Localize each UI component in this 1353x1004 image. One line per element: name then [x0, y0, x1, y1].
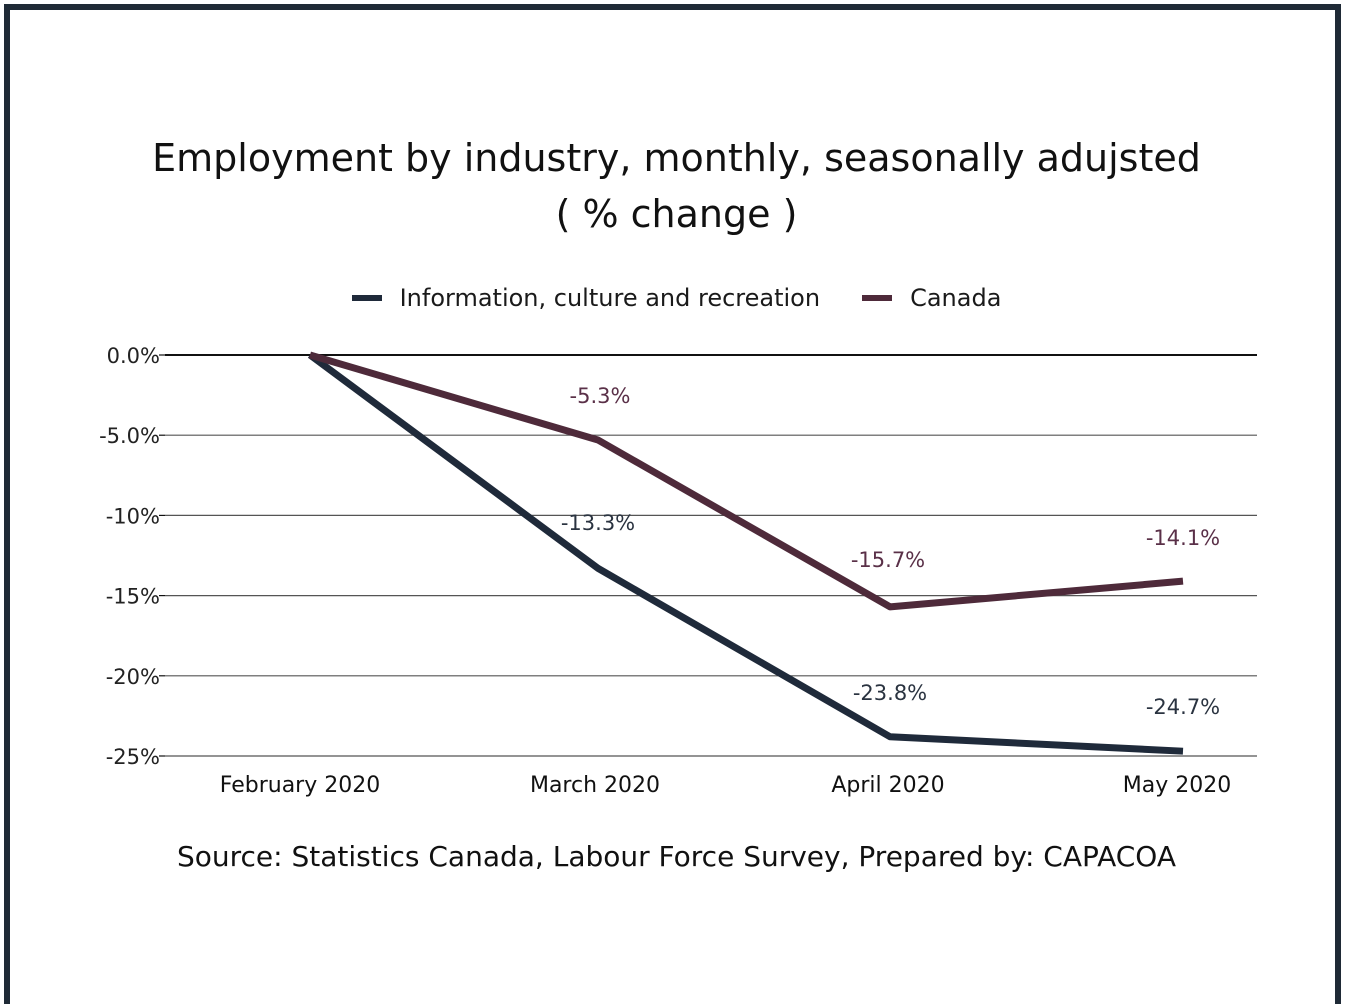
chart-title: Employment by industry, monthly, seasona… — [152, 136, 1201, 180]
data-label-canada: -14.1% — [1146, 526, 1220, 550]
y-tick-label: 0.0% — [107, 344, 160, 368]
legend-label-information: Information, culture and recreation — [399, 284, 821, 312]
data-label-canada: -15.7% — [851, 548, 925, 572]
x-tick-label: May 2020 — [1123, 773, 1231, 798]
data-label-information: -23.8% — [853, 681, 927, 705]
legend-label-canada: Canada — [910, 284, 1002, 312]
y-tick-label: -10% — [106, 504, 160, 528]
data-label-information: -13.3% — [561, 511, 635, 535]
legend-item-information: Information, culture and recreation — [351, 284, 821, 312]
series-line-canada — [309, 351, 1184, 611]
x-tick-label: February 2020 — [220, 773, 380, 798]
y-tick-label: -25% — [106, 745, 160, 769]
legend-swatch-canada — [862, 295, 893, 301]
data-label-canada: -5.3% — [570, 384, 631, 408]
y-tick-label: -15% — [106, 585, 160, 609]
series-line-information — [307, 352, 1184, 755]
chart-frame — [4, 4, 1341, 1004]
x-tick-label: March 2020 — [530, 773, 660, 798]
data-label-information: -24.7% — [1146, 695, 1220, 719]
y-tick-label: -5.0% — [99, 424, 160, 448]
legend-item-canada: Canada — [862, 284, 1001, 312]
y-tick-label: -20% — [106, 665, 160, 689]
chart-legend: Information, culture and recreation Cana… — [0, 284, 1353, 312]
x-tick-label: April 2020 — [831, 773, 944, 798]
chart-subtitle: ( % change ) — [555, 192, 798, 236]
source-note: Source: Statistics Canada, Labour Force … — [176, 840, 1177, 873]
legend-swatch-information — [351, 295, 382, 301]
